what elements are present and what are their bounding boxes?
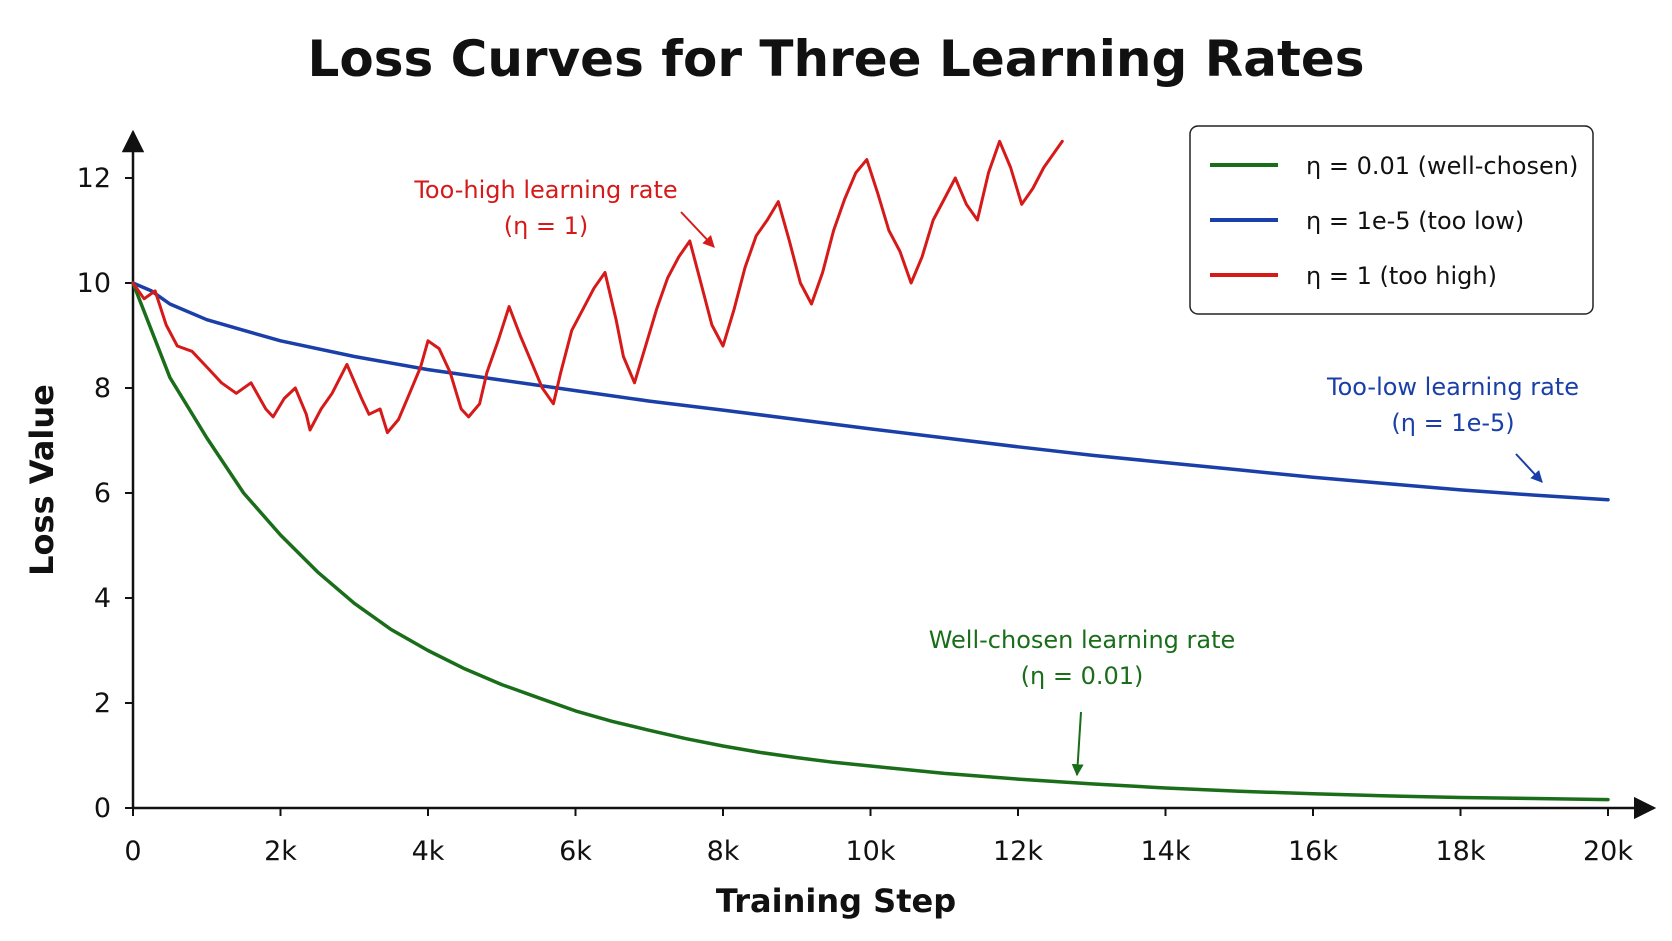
legend-label-1: η = 1e-5 (too low) xyxy=(1306,207,1524,235)
x-tick-label-1: 2k xyxy=(264,836,297,867)
series-layer xyxy=(131,139,1610,802)
annotation-too-low-line1: Too-low learning rate xyxy=(1326,373,1579,401)
annotation-too-low-arrow xyxy=(1515,453,1543,483)
annotation-well-chosen-line2: (η = 0.01) xyxy=(1021,662,1144,690)
y-tick-label-3: 6 xyxy=(94,478,111,509)
y-axis-label: Loss Value xyxy=(23,384,61,576)
x-tick-label-9: 18k xyxy=(1436,836,1486,867)
annotation-well-chosen: Well-chosen learning rate (η = 0.01) xyxy=(929,626,1236,777)
annotation-well-chosen-arrow xyxy=(1071,711,1084,777)
legend-label-2: η = 1 (too high) xyxy=(1306,262,1497,290)
legend-item-2: η = 1 (too high) xyxy=(1210,262,1497,290)
legend-item-1: η = 1e-5 (too low) xyxy=(1210,207,1524,235)
y-tick-label-4: 8 xyxy=(94,373,111,404)
y-tick-label-0: 0 xyxy=(94,793,111,824)
x-tick-label-10: 20k xyxy=(1583,836,1633,867)
annotation-too-low: Too-low learning rate (η = 1e-5) xyxy=(1326,373,1579,483)
y-tick-label-6: 12 xyxy=(77,163,111,194)
annotation-too-high-arrow xyxy=(680,211,715,248)
x-tick-label-7: 14k xyxy=(1141,836,1191,867)
series-line-well-chosen xyxy=(131,281,1610,802)
legend: η = 0.01 (well-chosen) η = 1e-5 (too low… xyxy=(1189,125,1594,315)
series-line-too-high xyxy=(131,139,1064,435)
x-tick-label-8: 16k xyxy=(1288,836,1338,867)
x-tick-label-4: 8k xyxy=(707,836,740,867)
x-tick-label-6: 12k xyxy=(993,836,1043,867)
x-tick-label-3: 6k xyxy=(559,836,592,867)
annotation-well-chosen-line1: Well-chosen learning rate xyxy=(929,626,1236,654)
legend-box xyxy=(1189,125,1594,315)
chart-title: Loss Curves for Three Learning Rates xyxy=(307,30,1364,88)
y-axis-ticks: 0 2 4 6 8 10 12 xyxy=(77,163,133,824)
annotation-too-high: Too-high learning rate (η = 1) xyxy=(413,176,715,248)
y-tick-label-2: 4 xyxy=(94,583,111,614)
x-axis-label: Training Step xyxy=(716,882,956,920)
legend-item-0: η = 0.01 (well-chosen) xyxy=(1210,152,1578,180)
x-axis-ticks: 0 2k 4k 6k 8k 10k 12k 14k 16k 18k 20k xyxy=(124,808,1633,867)
annotation-too-high-line2: (η = 1) xyxy=(504,212,589,240)
annotation-too-low-line2: (η = 1e-5) xyxy=(1391,409,1514,437)
x-tick-label-2: 4k xyxy=(412,836,445,867)
series-line-too-low xyxy=(131,281,1610,502)
legend-label-0: η = 0.01 (well-chosen) xyxy=(1306,152,1578,180)
x-tick-label-5: 10k xyxy=(846,836,896,867)
y-tick-label-5: 10 xyxy=(77,268,111,299)
y-tick-label-1: 2 xyxy=(94,688,111,719)
x-tick-label-0: 0 xyxy=(124,836,141,867)
annotation-too-high-line1: Too-high learning rate xyxy=(413,176,677,204)
